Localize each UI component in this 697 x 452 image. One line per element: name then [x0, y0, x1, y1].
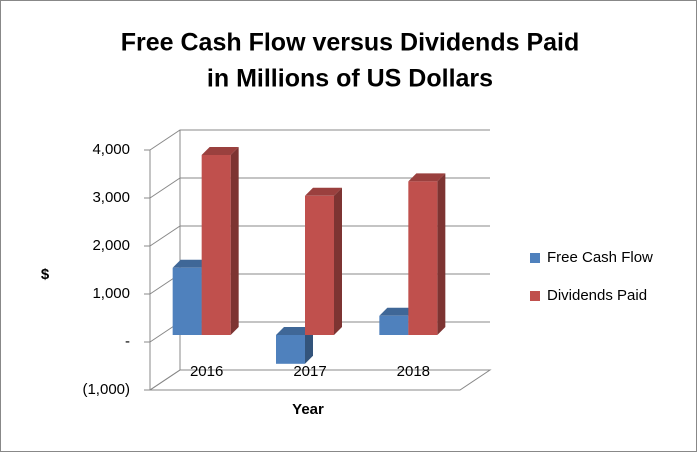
bar — [172, 267, 202, 335]
bar-top — [172, 259, 210, 268]
y-tick-label: 1,000 — [92, 285, 130, 302]
grid-line — [149, 369, 490, 391]
legend-swatch — [530, 253, 540, 263]
y-tick-label: 2,000 — [92, 237, 130, 254]
grid-line — [149, 177, 490, 199]
y-tick-label: - — [125, 333, 130, 350]
y-tick-label: (1,000) — [82, 381, 130, 398]
chart-title: Free Cash Flow versus Dividends Paid — [121, 29, 579, 57]
bar — [201, 155, 231, 335]
bar-side — [334, 187, 342, 335]
legend-label: Dividends Paid — [547, 287, 647, 304]
bar-top — [201, 147, 239, 155]
x-tick-label: 2017 — [293, 363, 326, 380]
bar-top — [408, 173, 446, 182]
x-tick-label: 2018 — [397, 363, 430, 380]
bar-top — [276, 327, 313, 335]
grid-line — [149, 129, 490, 151]
grid-line — [149, 225, 490, 247]
x-axis-label: Year — [292, 401, 324, 418]
bar — [379, 315, 409, 335]
bar — [305, 195, 334, 335]
chart-title: in Millions of US Dollars — [207, 65, 493, 93]
bar-top — [379, 307, 417, 316]
bar-top — [305, 187, 342, 196]
bar-side — [230, 147, 239, 335]
legend-swatch — [530, 291, 540, 301]
y-tick-label: 4,000 — [92, 141, 130, 158]
y-axis-label: $ — [41, 266, 50, 283]
y-tick-label: 3,000 — [92, 189, 130, 206]
bar-side — [305, 327, 313, 364]
bar — [276, 335, 305, 364]
bar-side — [437, 173, 446, 335]
bar — [408, 181, 438, 335]
x-tick-label: 2016 — [190, 363, 223, 380]
legend-label: Free Cash Flow — [547, 249, 653, 266]
